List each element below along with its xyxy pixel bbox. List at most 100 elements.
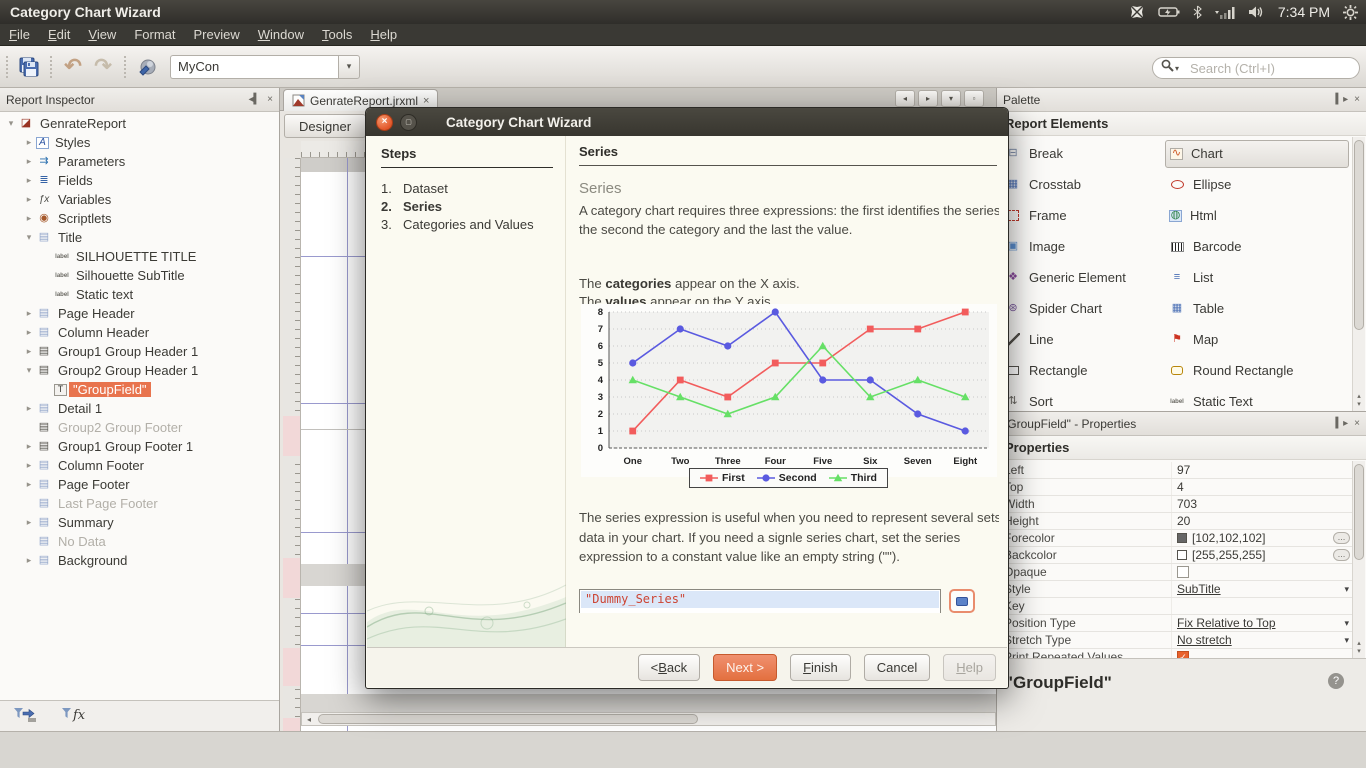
scrollbar-thumb[interactable] [1354, 464, 1364, 560]
tree-item[interactable]: label Silhouette SubTitle [0, 266, 279, 285]
expand-icon[interactable]: ▸ [26, 137, 32, 147]
expand-icon[interactable]: ▸ [26, 555, 32, 565]
menu-item-edit[interactable]: Edit [47, 27, 71, 42]
clock[interactable]: 7:34 PM [1277, 4, 1330, 20]
property-value[interactable]: 97 [1171, 462, 1353, 478]
wizard-step[interactable]: 1. Dataset [381, 181, 448, 196]
search-scope-dropdown-icon[interactable]: ▾ [1175, 63, 1180, 73]
variables-filter-icon[interactable]: fx [62, 706, 86, 727]
tree-item[interactable]: ▸ ▤ Detail 1 [0, 399, 279, 418]
properties-scrollbar[interactable]: ▴ ▾ [1352, 461, 1365, 658]
palette-item-rectangle[interactable]: Rectangle [1001, 357, 1165, 385]
volume-icon[interactable] [1248, 5, 1265, 19]
palette-scrollbar[interactable]: ▴ ▾ [1352, 137, 1365, 411]
scroll-tabs-left-button[interactable]: ◂ [895, 90, 915, 107]
series-expression-value[interactable]: "Dummy_Series" [581, 591, 939, 608]
dropdown-arrow-icon[interactable]: ▾ [1344, 617, 1349, 628]
palette-item-line[interactable]: Line [1001, 326, 1165, 354]
minimize-panel-icon[interactable]: ◂▍ [248, 94, 262, 105]
dock-panel-icon[interactable]: ▍▸ [1335, 94, 1349, 105]
tree-item[interactable]: ▾ ◪ GenrateReport [0, 114, 279, 133]
tree-item[interactable]: T "GroupField" [0, 380, 279, 399]
close-panel-icon[interactable]: × [1354, 94, 1360, 105]
palette-item-barcode[interactable]: Barcode [1165, 233, 1349, 261]
tree-item[interactable]: ▸ ≣ Fields [0, 171, 279, 190]
palette-item-round-rectangle[interactable]: Round Rectangle [1165, 357, 1349, 385]
wizard-step[interactable]: 3. Categories and Values [381, 217, 534, 232]
expand-icon[interactable]: ▸ [26, 479, 32, 489]
close-panel-icon[interactable]: × [267, 94, 273, 105]
designer-view-button[interactable]: Designer [284, 114, 367, 138]
battery-icon[interactable] [1158, 6, 1180, 18]
color-picker-button[interactable]: … [1333, 549, 1350, 561]
connection-combo-input[interactable] [170, 54, 338, 79]
tree-item[interactable]: ▤ No Data [0, 532, 279, 551]
scrollbar-thumb[interactable] [318, 714, 698, 724]
tree-item[interactable]: ▸ A Styles [0, 133, 279, 152]
property-value[interactable]: [255,255,255]… [1171, 547, 1353, 563]
expression-editor-button[interactable] [949, 589, 975, 613]
tree-item[interactable]: ▾ ▤ Title [0, 228, 279, 247]
collapse-icon[interactable]: ▾ [8, 118, 14, 128]
scroll-tabs-right-button[interactable]: ▸ [918, 90, 938, 107]
undo-button[interactable]: ↶ [58, 52, 88, 82]
search-input[interactable] [1188, 59, 1366, 77]
palette-item-spider-chart[interactable]: ⊛ Spider Chart [1001, 295, 1165, 323]
property-value[interactable] [1171, 598, 1353, 614]
palette-item-html[interactable]: ◍ Html [1165, 202, 1349, 230]
tree-item[interactable]: ▸ ▤ Group1 Group Header 1 [0, 342, 279, 361]
tab-close-icon[interactable]: × [423, 94, 430, 107]
scroll-left-arrow[interactable]: ◂ [306, 714, 311, 724]
series-expression-field[interactable]: "Dummy_Series" [579, 589, 941, 613]
scrollbar-arrows[interactable]: ▴ ▾ [1357, 393, 1361, 408]
palette-item-generic-element[interactable]: ❖ Generic Element [1001, 264, 1165, 292]
dropdown-arrow-icon[interactable]: ▾ [1344, 634, 1349, 645]
document-tab[interactable]: GenrateReport.jrxml × [283, 89, 439, 111]
menu-item-help[interactable]: Help [370, 27, 398, 42]
property-value[interactable]: 4 [1171, 479, 1353, 495]
palette-item-break[interactable]: ⊟ Break [1001, 140, 1165, 168]
tree-item[interactable]: ▸ ▤ Page Footer [0, 475, 279, 494]
redo-button[interactable]: ↷ [88, 52, 118, 82]
expand-icon[interactable]: ▸ [26, 213, 32, 223]
checkbox[interactable] [1177, 566, 1189, 578]
scrollbar-arrows[interactable]: ▴ ▾ [1357, 640, 1361, 655]
tree-item[interactable]: ▾ ▤ Group2 Group Header 1 [0, 361, 279, 380]
bluetooth-icon[interactable] [1193, 5, 1202, 19]
menu-item-file[interactable]: File [9, 27, 30, 42]
tree-item[interactable]: ▸ ▤ Background [0, 551, 279, 570]
palette-section-header[interactable]: Report Elements [997, 112, 1366, 136]
app-indicator-icon[interactable] [1129, 4, 1145, 20]
property-value[interactable]: SubTitle ▾ [1171, 581, 1353, 597]
property-value[interactable]: 703 [1171, 496, 1353, 512]
tree-item[interactable]: label SILHOUETTE TITLE [0, 247, 279, 266]
palette-item-sort[interactable]: ⇅ Sort [1001, 388, 1165, 416]
palette-item-chart[interactable]: ∿ Chart [1165, 139, 1349, 168]
tree-item[interactable]: ▸ ⇉ Parameters [0, 152, 279, 171]
tree-item[interactable]: label Static text [0, 285, 279, 304]
palette-item-image[interactable]: ▣ Image [1001, 233, 1165, 261]
dialog-titlebar[interactable]: × ▢ Category Chart Wizard [366, 108, 1008, 136]
menu-item-window[interactable]: Window [257, 27, 304, 42]
horizontal-scrollbar[interactable]: ◂ [301, 712, 996, 726]
palette-item-ellipse[interactable]: Ellipse [1165, 171, 1349, 199]
palette-item-map[interactable]: ⚑ Map [1165, 326, 1349, 354]
tree-item[interactable]: ▸ ƒx Variables [0, 190, 279, 209]
property-value[interactable]: Fix Relative to Top ▾ [1171, 615, 1353, 631]
palette-item-static-text[interactable]: label Static Text [1165, 388, 1349, 416]
property-value[interactable]: No stretch ▾ [1171, 632, 1353, 648]
tree-item[interactable]: ▸ ◉ Scriptlets [0, 209, 279, 228]
color-picker-button[interactable]: … [1333, 532, 1350, 544]
property-value[interactable]: [102,102,102]… [1171, 530, 1353, 546]
properties-section-header[interactable]: Properties [997, 436, 1366, 460]
tab-list-dropdown-button[interactable]: ▾ [941, 90, 961, 107]
palette-item-table[interactable]: ▦ Table [1165, 295, 1349, 323]
menu-item-view[interactable]: View [88, 27, 117, 42]
close-panel-icon[interactable]: × [1354, 418, 1360, 429]
tree-item[interactable]: ▸ ▤ Page Header [0, 304, 279, 323]
tree-item[interactable]: ▸ ▤ Column Footer [0, 456, 279, 475]
palette-item-frame[interactable]: Frame [1001, 202, 1165, 230]
parameters-filter-icon[interactable] [14, 706, 36, 727]
search-icon[interactable] [1161, 59, 1174, 77]
